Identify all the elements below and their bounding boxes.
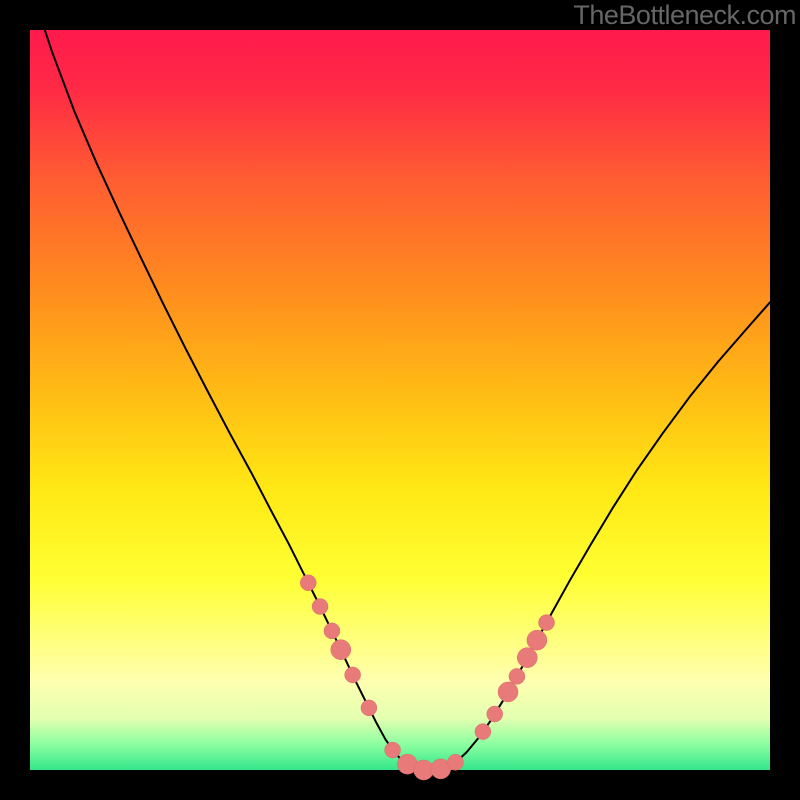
chart-stage: TheBottleneck.com: [0, 0, 800, 800]
marker-right-5: [527, 630, 547, 650]
bottleneck-chart: [0, 0, 800, 800]
marker-left-4: [345, 667, 361, 683]
marker-left-0: [300, 575, 316, 591]
marker-right-6: [539, 615, 555, 631]
plot-background: [30, 30, 770, 770]
marker-bottom-4: [448, 754, 464, 770]
marker-right-3: [509, 668, 525, 684]
marker-right-0: [475, 724, 491, 740]
marker-right-1: [487, 706, 503, 722]
marker-left-3: [331, 640, 351, 660]
marker-right-4: [517, 648, 537, 668]
marker-bottom-0: [385, 742, 401, 758]
marker-right-2: [498, 682, 518, 702]
marker-left-5: [361, 700, 377, 716]
marker-left-2: [324, 623, 340, 639]
marker-left-1: [312, 599, 328, 615]
watermark-text: TheBottleneck.com: [573, 0, 796, 31]
